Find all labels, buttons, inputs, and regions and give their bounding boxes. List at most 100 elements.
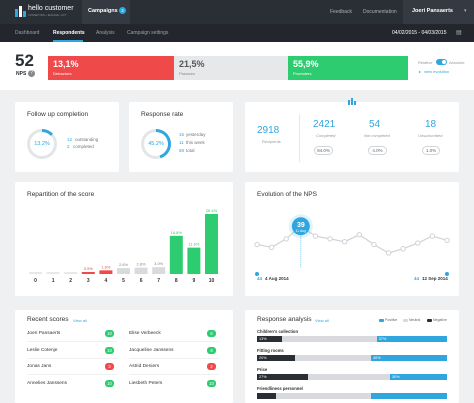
analysis-bar-positive-value: 40% bbox=[373, 356, 381, 360]
start-marker bbox=[255, 272, 259, 276]
bar-data-label-6: 2.8% bbox=[137, 262, 147, 267]
yesterday-label: yesterday bbox=[186, 132, 206, 137]
analysis-bar-positive-value: 30% bbox=[392, 375, 400, 379]
x-tick-label-7: 7 bbox=[157, 278, 160, 284]
not-completed-count: 54 bbox=[369, 119, 381, 130]
bar-data-label-8: 16.8% bbox=[171, 230, 183, 235]
tab-respondents[interactable]: Respondents bbox=[53, 30, 85, 36]
recent-view-all-link[interactable]: View all bbox=[73, 318, 87, 323]
date-range[interactable]: 04/02/2015 - 04/03/2015 bbox=[392, 30, 447, 36]
end-marker bbox=[445, 272, 449, 276]
bar-10 bbox=[205, 214, 218, 274]
nps-point bbox=[371, 241, 377, 248]
row-divider bbox=[129, 374, 219, 375]
analysis-bar-positive[interactable]: 37% bbox=[376, 336, 447, 342]
x-tick-label-9: 9 bbox=[193, 278, 196, 284]
toggle-relative-label[interactable]: Relative bbox=[418, 60, 433, 65]
nps-point bbox=[268, 244, 275, 251]
recent-score-badge: 10 bbox=[105, 379, 114, 387]
legend-label-negative: Negative bbox=[433, 318, 447, 322]
analysis-bar-negative[interactable]: 27% bbox=[257, 374, 309, 380]
evolution-card: Evolution of the NPS 39 11 Aug 44 4 Aug 2… bbox=[245, 182, 459, 296]
documentation-link[interactable]: Documentation bbox=[363, 9, 397, 15]
calendar-icon[interactable]: ▤ bbox=[456, 30, 462, 36]
bar-chart-icon[interactable] bbox=[348, 98, 356, 105]
analysis-bar-positive[interactable]: 30% bbox=[390, 374, 447, 380]
total-label: total bbox=[186, 148, 195, 153]
tab-analysis[interactable]: Analysis bbox=[96, 30, 115, 36]
legend-label-neutral: Neutral bbox=[409, 318, 421, 322]
nps-point bbox=[429, 233, 436, 239]
recent-name[interactable]: Annelies Janssens bbox=[27, 380, 67, 386]
detractors-percent: 13,1% bbox=[53, 59, 79, 69]
not-completed-label: Not completed bbox=[364, 133, 390, 138]
nps-point bbox=[385, 250, 392, 256]
analysis-row-label: Fitting rooms bbox=[257, 348, 284, 353]
bar-4 bbox=[99, 270, 113, 274]
passives-bar[interactable]: 21,5% Passives bbox=[174, 56, 288, 80]
help-icon[interactable]: ? bbox=[28, 70, 35, 77]
unsubscribed-label: Unsubscribed bbox=[418, 133, 443, 138]
nps-score: 52 bbox=[15, 51, 34, 70]
analysis-view-all-link[interactable]: View all bbox=[315, 318, 329, 323]
analysis-bar-neutral[interactable] bbox=[281, 336, 377, 342]
user-menu[interactable]: Joeri Pansaerts ▾ bbox=[403, 0, 474, 24]
this-week-count: 11 bbox=[179, 140, 184, 145]
chevron-down-icon: ▾ bbox=[464, 8, 467, 14]
toggle-absolute-label[interactable]: Absolute bbox=[449, 60, 465, 65]
recent-name[interactable]: Leslie Cotenje bbox=[27, 347, 58, 353]
bar-8 bbox=[169, 235, 183, 274]
x-tick-label-3: 3 bbox=[87, 278, 90, 284]
analysis-bar-negative-value: 27% bbox=[259, 375, 267, 379]
row-divider bbox=[27, 374, 117, 375]
analysis-bar-negative[interactable] bbox=[257, 393, 276, 399]
repartition-card: Repartition of the score 0 1 2 0.5% 3 1.6% 4 2.… bbox=[15, 182, 233, 296]
bar-3 bbox=[81, 272, 95, 274]
arrow-icon: ▸ bbox=[419, 69, 422, 74]
tab-dashboard[interactable]: Dashboard bbox=[15, 30, 40, 36]
analysis-bar-negative-value: 20% bbox=[259, 356, 267, 360]
followup-outstanding-label: outstanding bbox=[75, 137, 99, 142]
nps-strip: 52 NPS ? 13,1% Detractors 21,5% Passives… bbox=[0, 42, 474, 90]
counts-card: 2918 Recipients 2421 Completed 94.0% 54 … bbox=[245, 98, 459, 172]
legend-swatch-positive bbox=[379, 319, 384, 322]
analysis-bar-positive-value: 37% bbox=[378, 337, 387, 341]
analysis-bar-positive[interactable]: 40% bbox=[371, 355, 447, 361]
recent-score-badge: 8 bbox=[207, 346, 216, 354]
end-week: 44 bbox=[414, 276, 420, 281]
row-divider bbox=[129, 341, 219, 342]
completed-label: Completed bbox=[316, 133, 336, 138]
recent-name[interactable]: Jonas Jans bbox=[27, 364, 52, 369]
recent-name[interactable]: Jacqueline Janssens bbox=[129, 347, 174, 353]
relative-absolute-toggle[interactable] bbox=[436, 59, 447, 65]
evolution-title: Evolution of the NPS bbox=[257, 191, 317, 198]
detractors-bar[interactable]: 13,1% Detractors bbox=[48, 56, 174, 80]
recent-title: Recent scores bbox=[27, 316, 69, 323]
analysis-bar-negative[interactable]: 20% bbox=[257, 355, 295, 361]
followup-donut bbox=[27, 129, 57, 159]
analysis-bar-negative[interactable]: 13% bbox=[257, 336, 282, 342]
analysis-bar-neutral[interactable] bbox=[308, 374, 390, 380]
analysis-bar-neutral[interactable] bbox=[276, 393, 371, 399]
analysis-bar-neutral[interactable] bbox=[295, 355, 371, 361]
divider bbox=[299, 114, 300, 162]
recent-name[interactable]: Liesbeth Peters bbox=[129, 380, 163, 386]
completed-count: 2421 bbox=[313, 119, 336, 130]
view-evolution-link[interactable]: view evolution bbox=[424, 69, 450, 74]
row-divider bbox=[129, 357, 219, 359]
analysis-bar-positive[interactable] bbox=[371, 393, 447, 399]
followup-completed-label: completed bbox=[73, 144, 94, 149]
response-rate-percent: 45.2% bbox=[148, 141, 164, 147]
recent-name[interactable]: Joeri Pansaerts bbox=[27, 331, 61, 336]
campaigns-count-badge: 2 bbox=[119, 7, 126, 14]
tab-campaign-settings[interactable]: Campaign settings bbox=[127, 30, 169, 36]
brand-logo-icon[interactable] bbox=[15, 6, 26, 17]
feedback-link[interactable]: Feedback bbox=[330, 9, 352, 15]
repartition-title: Repartition of the score bbox=[27, 191, 95, 198]
recent-name[interactable]: Elise Verbeeck bbox=[129, 331, 161, 336]
promoters-bar[interactable]: 55,9% Promoters bbox=[288, 56, 408, 80]
recent-name[interactable]: Astrid Deniers bbox=[129, 364, 160, 369]
campaigns-menu[interactable]: Campaigns 2 bbox=[82, 0, 130, 24]
bar-0 bbox=[29, 272, 42, 274]
